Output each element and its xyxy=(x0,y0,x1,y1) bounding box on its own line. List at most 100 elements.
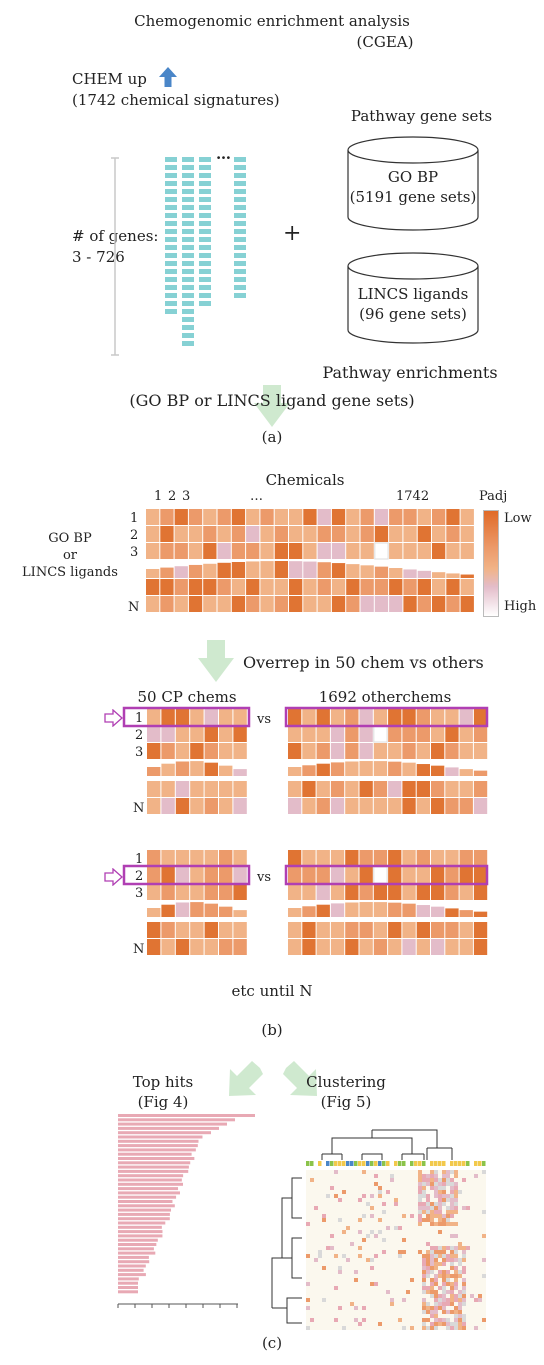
cluster-cell xyxy=(462,1178,466,1182)
cluster-cell xyxy=(458,1306,462,1310)
cluster-cell xyxy=(442,1262,446,1266)
top-hit-bar xyxy=(118,1122,227,1126)
heatmap-cell xyxy=(389,509,403,525)
cluster-cell xyxy=(314,1206,318,1210)
heatmap-cell xyxy=(459,709,473,725)
cluster-cell xyxy=(362,1318,366,1322)
column-annotation-cell xyxy=(346,1161,350,1166)
cluster-cell xyxy=(454,1210,458,1214)
gene-block xyxy=(234,229,246,234)
cluster-cell xyxy=(418,1182,422,1186)
cluster-cell xyxy=(426,1318,430,1322)
cluster-cell xyxy=(430,1214,434,1218)
cluster-cell xyxy=(454,1318,458,1322)
cluster-cell xyxy=(434,1322,438,1326)
row-n-label: N xyxy=(128,600,140,615)
cluster-cell xyxy=(434,1294,438,1298)
heatmap-cell xyxy=(346,596,360,612)
heatmap-cell xyxy=(203,509,217,525)
cluster-cell xyxy=(378,1186,382,1190)
heatmap-cell xyxy=(317,596,331,612)
cluster-cell xyxy=(434,1274,438,1278)
heatmap-cell xyxy=(403,579,417,595)
cluster-cell xyxy=(434,1170,438,1174)
heatmap-cell xyxy=(147,743,161,759)
cluster-cell xyxy=(434,1278,438,1282)
column-annotation-cell xyxy=(334,1161,338,1166)
highlight-box-row-1-others xyxy=(284,706,489,728)
heatmap-cell xyxy=(160,567,174,578)
row-2-label: 2 xyxy=(130,528,139,543)
heatmap-cell xyxy=(389,596,403,612)
top-hit-bar xyxy=(118,1187,179,1191)
cluster-cell xyxy=(462,1290,466,1294)
heatmap-cell xyxy=(459,922,473,938)
cluster-cell xyxy=(354,1318,358,1322)
heatmap-cell xyxy=(402,867,416,883)
heatmap-grid xyxy=(288,709,488,759)
cluster-cell xyxy=(370,1266,374,1270)
heatmap-wave-row xyxy=(288,761,488,776)
cluster-cell xyxy=(346,1258,350,1262)
title-line-1: Chemogenomic enrichment analysis xyxy=(134,12,410,30)
cluster-cell xyxy=(330,1234,334,1238)
heatmap-cell xyxy=(233,709,247,725)
column-annotation-cell xyxy=(466,1161,470,1166)
cluster-cell xyxy=(426,1218,430,1222)
heatmap-cell xyxy=(388,922,402,938)
col-ellipsis-label: … xyxy=(250,489,263,504)
heatmap-cell xyxy=(316,781,330,797)
cluster-cell xyxy=(378,1190,382,1194)
heatmap-cell xyxy=(204,781,218,797)
padj-low-label: Low xyxy=(504,511,532,526)
heatmap-cell xyxy=(460,596,474,612)
cluster-cell xyxy=(462,1250,466,1254)
cluster-cell xyxy=(438,1178,442,1182)
heatmap-cell xyxy=(330,903,345,917)
cluster-cell xyxy=(354,1306,358,1310)
top-hit-bar xyxy=(118,1131,211,1135)
heatmap-cell xyxy=(360,526,374,542)
heatmap-cell xyxy=(160,596,174,612)
cluster-cell xyxy=(438,1202,442,1206)
cluster-cell xyxy=(398,1226,402,1230)
heatmap-cell xyxy=(316,939,330,955)
heatmap-cell xyxy=(289,596,303,612)
gene-signature-columns xyxy=(111,157,246,356)
gene-block xyxy=(234,165,246,170)
heatmap-cell xyxy=(188,579,203,595)
pathway-gene-sets-label: Pathway gene sets xyxy=(350,107,493,125)
heatmap-cell xyxy=(146,543,160,559)
cluster-cell xyxy=(446,1282,450,1286)
cluster-cell xyxy=(454,1314,458,1318)
heatmap-cell xyxy=(388,902,402,917)
gene-block xyxy=(234,261,246,266)
column-annotation-cell xyxy=(474,1161,478,1166)
heatmap-cell xyxy=(175,867,190,883)
heatmap-cell xyxy=(445,922,459,938)
cluster-cell xyxy=(450,1262,454,1266)
heatmap-cell xyxy=(302,781,316,797)
cluster-cell xyxy=(438,1254,442,1258)
cluster-cell xyxy=(394,1198,398,1202)
cluster-cell xyxy=(446,1174,450,1178)
heatmap-cell xyxy=(346,564,360,578)
gene-block xyxy=(165,229,177,234)
heatmap-cell xyxy=(359,781,373,797)
cluster-cell xyxy=(442,1190,446,1194)
cluster-cell xyxy=(410,1326,414,1330)
heatmap-cell xyxy=(373,798,388,814)
column-annotation-cell xyxy=(382,1161,386,1166)
heatmap-cell xyxy=(233,922,247,938)
cluster-cell xyxy=(342,1190,346,1194)
cluster-cell xyxy=(446,1302,450,1306)
heatmap-cell xyxy=(445,767,459,776)
heatmap-cell xyxy=(360,509,374,525)
column-annotation-cell xyxy=(398,1161,402,1166)
heatmap-cell xyxy=(161,904,175,917)
cluster-cell xyxy=(426,1258,430,1262)
heatmap-grid xyxy=(147,922,247,955)
row-pointer-arrow-icon-1 xyxy=(104,709,123,727)
heatmap-cell xyxy=(359,726,373,742)
cluster-cell xyxy=(426,1174,430,1178)
